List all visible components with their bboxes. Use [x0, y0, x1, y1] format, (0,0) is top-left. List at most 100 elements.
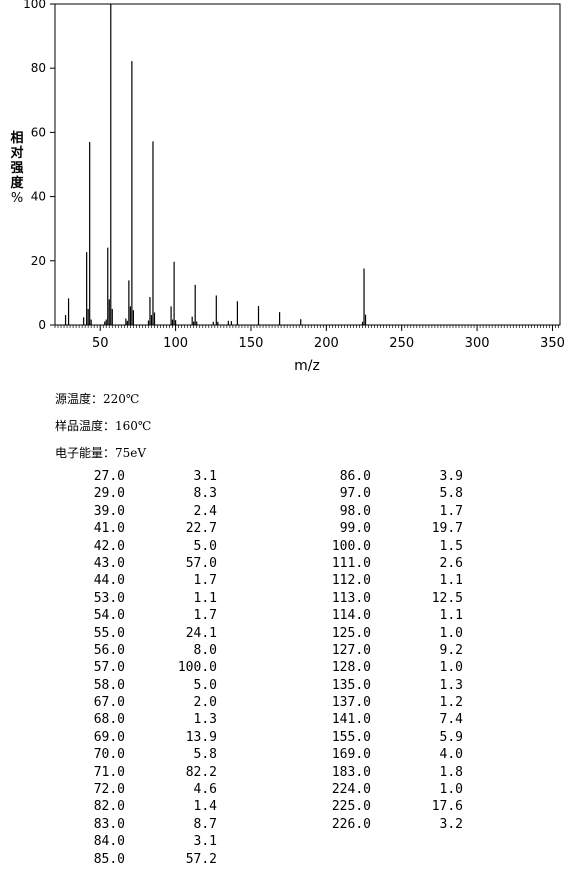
peak-mz-value: 125.0	[331, 625, 371, 641]
peak-mz-value: 41.0	[93, 521, 125, 537]
peak-abundance-value: 1.2	[439, 695, 463, 711]
peak-abundance-value: 24.1	[185, 625, 217, 641]
peak-abundance-value: 1.0	[439, 660, 463, 676]
peak-mz-value: 43.0	[93, 555, 125, 571]
peak-mz-value: 85.0	[93, 851, 125, 867]
peak-mz-value: 83.0	[93, 816, 125, 832]
x-tick-label: 350	[540, 336, 565, 351]
peak-mz-value: 69.0	[93, 729, 125, 745]
peak-table-col2-abundance: 3.9 5.8 1.7 19.7 1.5 2.6 1.1 12.5 1.1 1.0 9.2 1.0 1.…	[393, 468, 463, 833]
peak-abundance-value: 1.1	[439, 573, 463, 589]
peak-abundance-value: 82.2	[185, 764, 217, 780]
x-tick-label: 150	[239, 336, 264, 351]
peak-mz-value: 54.0	[93, 608, 125, 624]
peak-abundance-value: 17.6	[431, 799, 463, 815]
peak-abundance-value: 3.1	[193, 834, 217, 850]
peak-mz-value: 111.0	[331, 555, 371, 571]
peak-abundance-value: 5.8	[193, 747, 217, 763]
peak-table-col1-mz: 27.0 29.0 39.0 41.0 42.0 43.0 44.0 53.0 54.0 55.0…	[55, 468, 125, 868]
peak-mz-value: 86.0	[339, 469, 371, 484]
peak-abundance-value: 1.0	[439, 782, 463, 798]
peak-abundance-value: 1.3	[193, 712, 217, 728]
x-tick-label: 250	[389, 336, 414, 351]
sample-temperature: 样品温度：160℃	[55, 419, 152, 433]
x-tick-label: 300	[465, 336, 490, 351]
y-axis: 0 20 40 60 80 100	[23, 0, 55, 332]
peak-abundance-value: 8.0	[193, 642, 217, 658]
peak-abundance-value: 4.6	[193, 782, 217, 798]
y-tick-label: 100	[23, 0, 46, 11]
y-tick-label: 0	[38, 318, 46, 332]
peak-abundance-value: 4.0	[439, 747, 463, 763]
peak-mz-value: 44.0	[93, 573, 125, 589]
peak-abundance-value: 7.4	[439, 712, 463, 728]
peak-abundance-value: 8.3	[193, 486, 217, 502]
y-axis-label: 相对强度%	[10, 130, 24, 206]
peak-abundance-value: 2.6	[439, 555, 463, 571]
peak-mz-value: 98.0	[339, 503, 371, 519]
y-tick-label: 80	[31, 61, 46, 75]
peak-abundance-value: 1.7	[439, 503, 463, 519]
electron-energy: 电子能量：75eV	[55, 446, 147, 460]
peak-mz-value: 55.0	[93, 625, 125, 641]
peak-mz-value: 27.0	[93, 469, 125, 484]
peak-abundance-value: 1.7	[193, 573, 217, 589]
peak-mz-value: 82.0	[93, 799, 125, 815]
peak-mz-value: 29.0	[93, 486, 125, 502]
peak-abundance-value: 5.0	[193, 538, 217, 554]
x-axis-label: m/z	[294, 358, 320, 374]
peak-mz-value: 112.0	[331, 573, 371, 589]
peak-mz-value: 128.0	[331, 660, 371, 676]
peak-mz-value: 226.0	[331, 816, 371, 832]
peak-mz-value: 137.0	[331, 695, 371, 711]
peak-abundance-value: 3.1	[193, 469, 217, 484]
peak-mz-value: 72.0	[93, 782, 125, 798]
peak-abundance-value: 5.8	[439, 486, 463, 502]
peak-abundance-value: 2.0	[193, 695, 217, 711]
peak-table-col2-mz: 86.0 97.0 98.0 99.0 100.0 111.0 112.0 113.0 114.…	[301, 468, 371, 833]
peak-mz-value: 97.0	[339, 486, 371, 502]
peak-mz-value: 71.0	[93, 764, 125, 780]
peak-mz-value: 224.0	[331, 782, 371, 798]
peak-mz-value: 141.0	[331, 712, 371, 728]
x-tick-label: 50	[92, 336, 109, 351]
peak-mz-value: 225.0	[331, 799, 371, 815]
peak-mz-value: 67.0	[93, 695, 125, 711]
peak-abundance-value: 1.3	[439, 677, 463, 693]
peak-abundance-value: 5.9	[439, 729, 463, 745]
peak-abundance-value: 9.2	[439, 642, 463, 658]
peak-mz-value: 113.0	[331, 590, 371, 606]
peak-mz-value: 58.0	[93, 677, 125, 693]
peak-abundance-value: 100.0	[177, 660, 217, 676]
peak-abundance-value: 8.7	[193, 816, 217, 832]
peaks	[64, 4, 367, 325]
peak-mz-value: 57.0	[93, 660, 125, 676]
peak-abundance-value: 13.9	[185, 729, 217, 745]
peak-abundance-value: 1.1	[193, 590, 217, 606]
peak-abundance-value: 12.5	[431, 590, 463, 606]
peak-mz-value: 135.0	[331, 677, 371, 693]
peak-mz-value: 183.0	[331, 764, 371, 780]
peak-abundance-value: 5.0	[193, 677, 217, 693]
peak-abundance-value: 1.1	[439, 608, 463, 624]
x-tick-label: 100	[163, 336, 188, 351]
y-tick-label: 40	[31, 190, 46, 204]
peak-abundance-value: 1.8	[439, 764, 463, 780]
peak-abundance-value: 3.2	[439, 816, 463, 832]
peak-mz-value: 114.0	[331, 608, 371, 624]
peak-mz-value: 39.0	[93, 503, 125, 519]
peak-mz-value: 169.0	[331, 747, 371, 763]
peak-abundance-value: 22.7	[185, 521, 217, 537]
plot-border	[54, 3, 561, 326]
plot-frame	[54, 3, 561, 326]
peak-abundance-value: 2.4	[193, 503, 217, 519]
peak-mz-value: 84.0	[93, 834, 125, 850]
y-tick-label: 20	[31, 254, 46, 268]
peak-mz-value: 53.0	[93, 590, 125, 606]
peak-mz-value: 99.0	[339, 521, 371, 537]
peak-abundance-value: 1.0	[439, 625, 463, 641]
x-axis: 50 100 150 200 250 300 350	[92, 325, 565, 351]
peak-abundance-value: 57.2	[185, 851, 217, 867]
peak-mz-value: 100.0	[331, 538, 371, 554]
peak-mz-value: 127.0	[331, 642, 371, 658]
